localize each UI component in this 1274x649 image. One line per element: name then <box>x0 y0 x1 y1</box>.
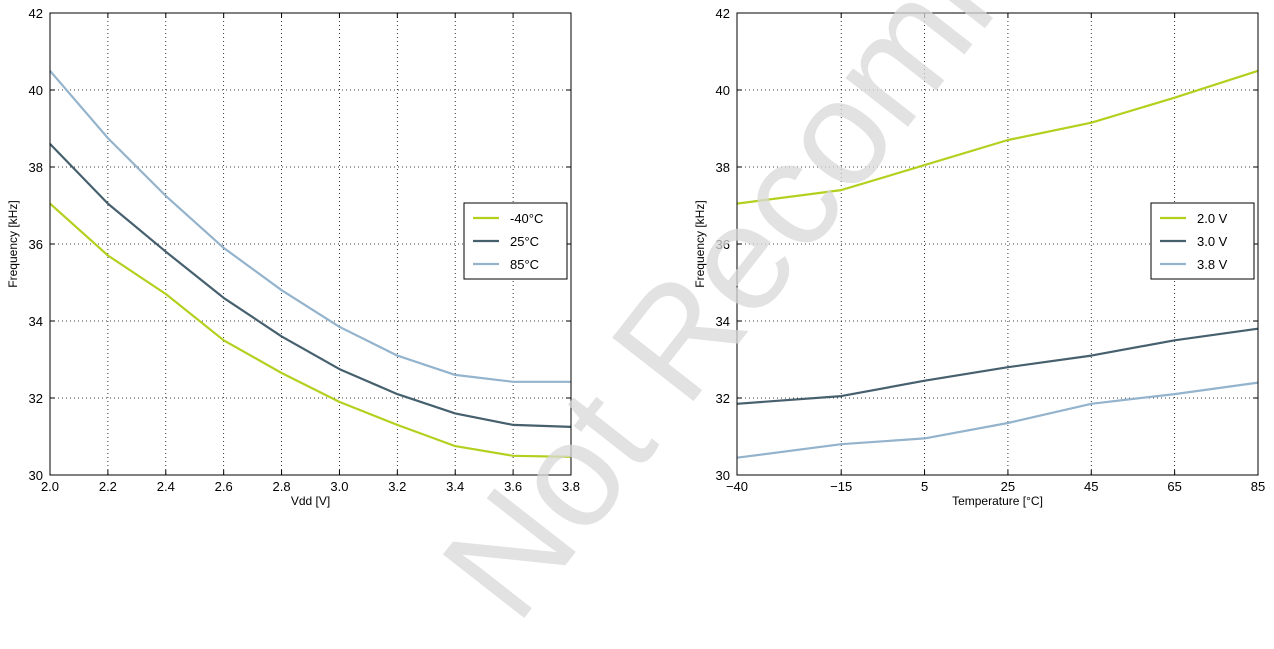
legend-label-2: 25°C <box>510 234 539 249</box>
series-line-2 <box>49 143 572 428</box>
x-tick-label: 3.0 <box>330 479 348 494</box>
x-tick-label: 2.4 <box>157 479 175 494</box>
charts-svg: 2.0 2.2 2.4 2.6 2.8 3.0 3.2 3.4 3.6 3.8 30 32 34 36 38… <box>6 6 1265 508</box>
x-tick-label: −40 <box>726 479 748 494</box>
y-tick-label: 38 <box>29 160 43 175</box>
series-line-2 <box>736 327 1259 405</box>
y-tick-label: 40 <box>29 83 43 98</box>
chart-stage: 2.0 2.2 2.4 2.6 2.8 3.0 3.2 3.4 3.6 3.8 30 32 34 36 38… <box>6 6 1265 508</box>
y-tick-label: 34 <box>29 314 43 329</box>
legend-label-1: -40°C <box>510 211 543 226</box>
y-tick-label: 32 <box>716 391 730 406</box>
x-tick-label: 5 <box>921 479 928 494</box>
x-tick-label: 2.2 <box>99 479 117 494</box>
y-tick-label: 40 <box>716 83 730 98</box>
series-line-1 <box>49 202 572 458</box>
x-tick-label: −15 <box>830 479 852 494</box>
chart-2: −40 −15 5 25 45 65 85 30 32 34 36 38 40 42 Temperature… <box>693 6 1265 508</box>
series-line-3 <box>736 381 1259 459</box>
x-axis-label: Vdd [V] <box>291 494 330 508</box>
x-tick-label: 65 <box>1167 479 1181 494</box>
y-axis-label: Frequency [kHz] <box>693 200 707 287</box>
y-tick-label: 36 <box>716 237 730 252</box>
series-line-1 <box>736 69 1259 205</box>
y-tick-label: 42 <box>716 6 730 21</box>
legend: -40°C 25°C 85°C <box>463 202 568 280</box>
y-tick-label: 32 <box>29 391 43 406</box>
x-tick-label: 45 <box>1084 479 1098 494</box>
legend-label-3: 3.8 V <box>1197 257 1228 272</box>
y-axis-label: Frequency [kHz] <box>6 200 20 287</box>
y-tick-label: 30 <box>716 468 730 483</box>
chart-1: 2.0 2.2 2.4 2.6 2.8 3.0 3.2 3.4 3.6 3.8 30 32 34 36 38… <box>6 6 580 508</box>
y-tick-label: 34 <box>716 314 730 329</box>
series-line-3 <box>49 70 571 383</box>
x-tick-label: 85 <box>1251 479 1265 494</box>
x-tick-label: 3.2 <box>388 479 406 494</box>
x-axis-label: Temperature [°C] <box>952 494 1043 508</box>
legend: 2.0 V 3.0 V 3.8 V <box>1150 202 1255 280</box>
x-tick-label: 3.6 <box>504 479 522 494</box>
x-tick-label: 3.4 <box>446 479 464 494</box>
x-tick-label: 2.8 <box>273 479 291 494</box>
x-tick-label: 3.8 <box>562 479 580 494</box>
y-tick-label: 30 <box>29 468 43 483</box>
legend-label-1: 2.0 V <box>1197 211 1228 226</box>
y-tick-label: 38 <box>716 160 730 175</box>
x-tick-label: 25 <box>1001 479 1015 494</box>
x-tick-label: 2.6 <box>215 479 233 494</box>
x-tick-label: 2.0 <box>41 479 59 494</box>
y-tick-label: 36 <box>29 237 43 252</box>
legend-label-2: 3.0 V <box>1197 234 1228 249</box>
y-tick-label: 42 <box>29 6 43 21</box>
legend-label-3: 85°C <box>510 257 539 272</box>
